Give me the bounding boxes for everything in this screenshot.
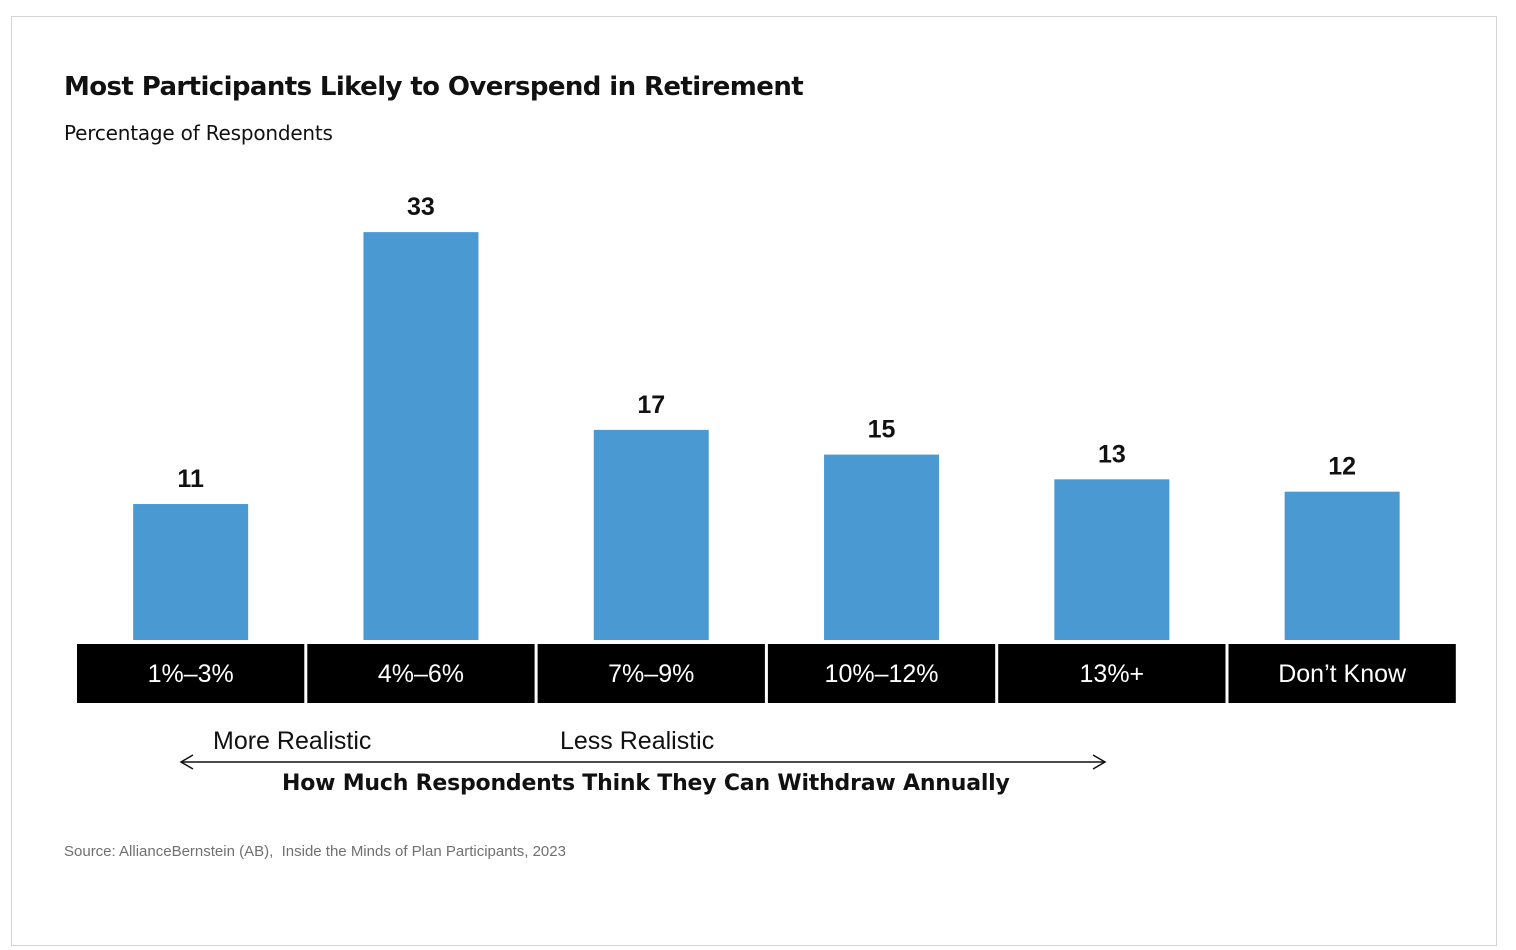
value-label: 17 xyxy=(637,391,665,419)
less-realistic-label: Less Realistic xyxy=(560,727,715,755)
category-label: 4%–6% xyxy=(378,660,464,688)
value-label: 13 xyxy=(1098,440,1126,468)
more-realistic-label: More Realistic xyxy=(213,727,372,755)
category-label: 13%+ xyxy=(1080,660,1145,688)
category-label-cell xyxy=(1228,644,1456,703)
x-axis-title: How Much Respondents Think They Can With… xyxy=(282,771,1010,796)
chart-title: Most Participants Likely to Overspend in… xyxy=(64,72,804,102)
chart-subtitle: Percentage of Respondents xyxy=(64,121,333,145)
category-label-cell xyxy=(307,644,535,703)
category-label: 7%–9% xyxy=(608,660,694,688)
value-label: 15 xyxy=(868,416,896,444)
bar xyxy=(593,429,709,640)
category-label-cell xyxy=(767,644,996,703)
value-label: 33 xyxy=(407,193,435,221)
bar xyxy=(363,232,479,640)
bar xyxy=(1054,479,1170,640)
category-label-cell xyxy=(537,644,765,703)
category-label: 1%–3% xyxy=(148,660,234,688)
value-label: 12 xyxy=(1328,453,1356,481)
bar xyxy=(133,504,249,640)
bar xyxy=(824,454,940,640)
value-label: 11 xyxy=(177,465,204,493)
bar xyxy=(1284,491,1400,640)
category-label-cell xyxy=(998,644,1226,703)
category-label: Don’t Know xyxy=(1278,660,1407,688)
category-label: 10%–12% xyxy=(825,660,939,688)
source-note: Source: AllianceBernstein (AB), Inside t… xyxy=(64,843,566,860)
chart-frame xyxy=(11,16,1497,946)
category-label-cell xyxy=(77,644,305,703)
